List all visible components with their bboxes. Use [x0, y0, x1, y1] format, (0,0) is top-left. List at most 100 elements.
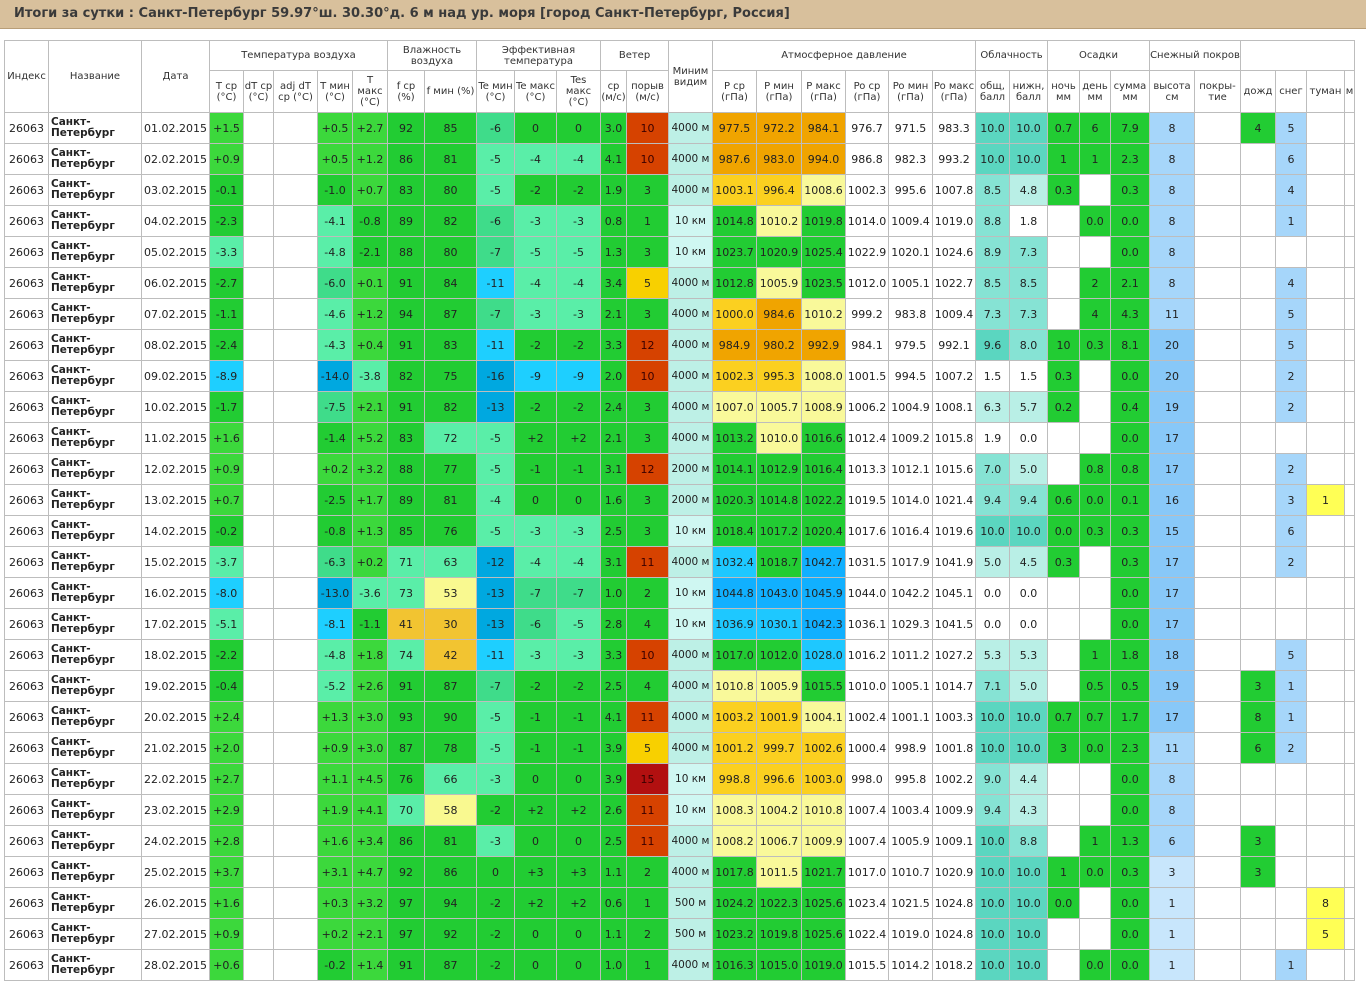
col-po-max[interactable]: Po макс (гПа)	[932, 70, 976, 113]
col-ph-rain[interactable]: дожд	[1240, 70, 1276, 113]
cell-r-night	[1047, 267, 1080, 299]
cell-p-avg: 1023.2	[712, 918, 757, 950]
cell-p-max: 1015.5	[801, 670, 846, 702]
cell-c-total: 8.8	[975, 205, 1010, 237]
cell-t-max: +3.4	[352, 825, 388, 857]
table-row: 26063 Санкт-Петербург 04.02.2015 -2.3 -4.1 -0…	[4, 205, 1355, 237]
col-visibility[interactable]: Миним видим	[668, 40, 713, 113]
cell-po-min: 1021.5	[888, 887, 933, 919]
cell-s-height: 11	[1149, 732, 1195, 764]
col-date[interactable]: Дата	[141, 40, 210, 113]
col-p-avg[interactable]: P ср (гПа)	[712, 70, 757, 113]
col-name[interactable]: Название	[48, 40, 142, 113]
cell-p-min: 1030.1	[756, 608, 802, 640]
cell-adj-dt	[273, 298, 318, 330]
cell-po-min: 1004.9	[888, 391, 933, 423]
col-s-height[interactable]: высота см	[1149, 70, 1195, 113]
col-r-day[interactable]: день мм	[1079, 70, 1111, 113]
cell-index: 26063	[4, 577, 49, 609]
col-po-avg[interactable]: Po ср (гПа)	[845, 70, 889, 113]
cell-name: Санкт-Петербург	[48, 515, 142, 547]
cell-ph-cut	[1344, 639, 1355, 671]
cell-te-min: -2	[476, 887, 515, 919]
cell-po-avg: 1017.0	[845, 856, 889, 888]
cell-t-max: +1.2	[352, 298, 388, 330]
cell-index: 26063	[4, 949, 49, 981]
col-tes-max[interactable]: Tes макс (°C)	[556, 70, 601, 113]
cell-dt	[243, 515, 274, 547]
col-s-cover[interactable]: покры-тие	[1194, 70, 1241, 113]
cell-te-max: -1	[514, 453, 557, 485]
cell-tes-max: 0	[556, 949, 601, 981]
cell-p-avg: 1003.2	[712, 701, 757, 733]
cell-c-total: 10.0	[975, 732, 1010, 764]
cell-f-avg: 76	[387, 763, 425, 795]
col-dt[interactable]: dT ср (°C)	[243, 70, 274, 113]
cell-c-total: 10.0	[975, 918, 1010, 950]
cell-p-max: 1045.9	[801, 577, 846, 609]
cell-r-sum: 0.0	[1110, 949, 1150, 981]
col-te-max[interactable]: Te макс (°C)	[514, 70, 557, 113]
cell-te-max: +3	[514, 856, 557, 888]
cell-r-night	[1047, 236, 1080, 268]
cell-dt	[243, 484, 274, 516]
cell-w-avg: 2.5	[600, 670, 627, 702]
col-f-avg[interactable]: f ср (%)	[387, 70, 425, 113]
col-t-avg[interactable]: T ср (°C)	[209, 70, 244, 113]
cell-date: 03.02.2015	[141, 174, 210, 206]
cell-ph-snow	[1275, 856, 1307, 888]
cell-ph-snow: 4	[1275, 174, 1307, 206]
cell-t-avg: -8.9	[209, 360, 244, 392]
cell-po-min: 1009.2	[888, 422, 933, 454]
cell-adj-dt	[273, 143, 318, 175]
cell-gust: 2	[626, 856, 669, 888]
cell-ph-cut	[1344, 236, 1355, 268]
col-index[interactable]: Индекс	[4, 40, 49, 113]
cell-f-min: 81	[424, 484, 477, 516]
cell-ph-fog	[1306, 825, 1345, 857]
col-p-max[interactable]: P макс (гПа)	[801, 70, 846, 113]
col-f-min[interactable]: f мин (%)	[424, 70, 477, 113]
cell-ph-cut	[1344, 732, 1355, 764]
col-ph-cut[interactable]: м	[1344, 70, 1355, 113]
cell-dt	[243, 391, 274, 423]
cell-c-low: 5.7	[1009, 391, 1048, 423]
cell-name: Санкт-Петербург	[48, 298, 142, 330]
cell-date: 06.02.2015	[141, 267, 210, 299]
cell-name: Санкт-Петербург	[48, 918, 142, 950]
col-te-min[interactable]: Te мин (°C)	[476, 70, 515, 113]
cell-gust: 3	[626, 391, 669, 423]
col-adj-dt[interactable]: adj dT ср (°C)	[273, 70, 318, 113]
col-ph-snow[interactable]: снег	[1275, 70, 1307, 113]
cell-s-cover	[1194, 763, 1241, 795]
col-p-min[interactable]: P мин (гПа)	[756, 70, 802, 113]
col-r-sum[interactable]: сумма мм	[1110, 70, 1150, 113]
col-ph-fog[interactable]: туман	[1306, 70, 1345, 113]
col-r-night[interactable]: ночь мм	[1047, 70, 1080, 113]
cell-r-sum: 0.0	[1110, 918, 1150, 950]
cell-te-min: -16	[476, 360, 515, 392]
cell-p-avg: 998.8	[712, 763, 757, 795]
cell-f-min: 87	[424, 298, 477, 330]
col-t-max[interactable]: T макс (°C)	[352, 70, 388, 113]
table-row: 26063 Санкт-Петербург 02.02.2015 +0.9 +0.5 +1…	[4, 143, 1355, 175]
col-w-avg[interactable]: ср (м/с)	[600, 70, 627, 113]
cell-t-max: +0.7	[352, 174, 388, 206]
col-po-min[interactable]: Po мин (гПа)	[888, 70, 933, 113]
cell-r-sum: 0.1	[1110, 484, 1150, 516]
cell-dt	[243, 701, 274, 733]
cell-ph-fog	[1306, 143, 1345, 175]
col-c-low[interactable]: нижн, балл	[1009, 70, 1048, 113]
cell-po-min: 994.5	[888, 360, 933, 392]
cell-t-min: +0.2	[317, 918, 353, 950]
cell-tes-max: +3	[556, 856, 601, 888]
cell-index: 26063	[4, 205, 49, 237]
cell-dt	[243, 825, 274, 857]
col-t-min[interactable]: T мин (°C)	[317, 70, 353, 113]
table-row: 26063 Санкт-Петербург 13.02.2015 +0.7 -2.5 +1…	[4, 484, 1355, 516]
col-c-total[interactable]: общ, балл	[975, 70, 1010, 113]
cell-te-max: -3	[514, 515, 557, 547]
col-gust[interactable]: порыв (м/с)	[626, 70, 669, 113]
cell-p-min: 1011.5	[756, 856, 802, 888]
cell-r-sum: 0.3	[1110, 546, 1150, 578]
